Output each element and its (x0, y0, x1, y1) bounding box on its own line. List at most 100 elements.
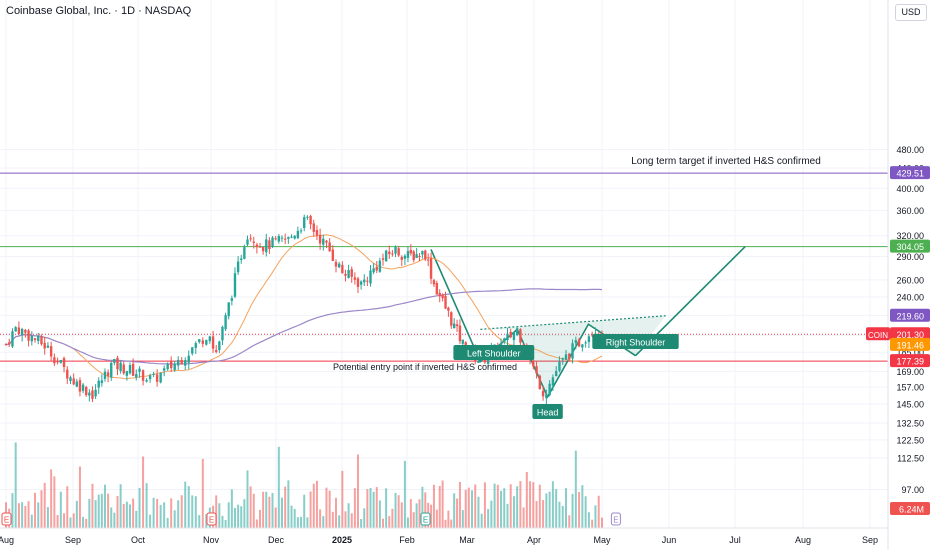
price-tick-label: 157.00 (896, 383, 924, 393)
volume-bar (66, 486, 69, 528)
volume-bar (103, 484, 106, 528)
volume-bar (450, 519, 453, 528)
volume-bar (542, 500, 545, 528)
candle-body (545, 394, 548, 399)
price-label-value: 304.05 (896, 242, 924, 252)
candle-body (438, 292, 441, 297)
candle-body (535, 366, 538, 374)
volume-bar (464, 489, 467, 528)
volume-bar (246, 470, 249, 528)
candle-body (128, 364, 132, 374)
volume-bar (406, 517, 409, 528)
candle-body (369, 270, 372, 284)
time-tick-label: Feb (399, 535, 415, 545)
candle-body (255, 244, 259, 248)
time-tick-label: Aug (795, 535, 811, 545)
volume-bar (53, 476, 56, 528)
volume-bar (72, 513, 75, 528)
volume-bar (163, 502, 166, 528)
volume-bar (34, 492, 37, 528)
volume-bar (444, 519, 447, 528)
volume-bar (198, 515, 201, 528)
candle-body (145, 380, 148, 382)
currency-button[interactable]: USD (895, 4, 927, 21)
volume-bar (441, 480, 444, 528)
volume-bar (249, 486, 252, 528)
candle-body (584, 342, 587, 344)
symbol-title: Coinbase Global, Inc. · 1D · NASDAQ (6, 5, 192, 17)
volume-bar (215, 495, 218, 528)
volume-bar (233, 507, 236, 528)
volume-bar (125, 501, 128, 528)
volume-bar (187, 486, 190, 528)
candle-body (432, 280, 436, 285)
volume-bar (312, 483, 315, 528)
earnings-badge (1, 512, 12, 526)
volume-bar (142, 456, 145, 528)
candle-body (548, 383, 551, 396)
candle-body (152, 373, 155, 375)
candle-body (246, 239, 249, 245)
volume-bar (555, 489, 558, 528)
earnings-badge (420, 512, 431, 526)
volume-bar (159, 504, 162, 528)
volume-bar (594, 505, 597, 528)
price-tick-label: 400.00 (896, 184, 924, 194)
volume-bar (173, 510, 176, 528)
time-tick-label: Aug (0, 535, 14, 545)
volume-bar (240, 506, 243, 528)
volume-bar (227, 502, 230, 528)
candle-body (194, 343, 197, 348)
price-label-value: 177.39 (896, 357, 924, 367)
candle-body (230, 298, 234, 301)
volume-bar (487, 509, 490, 528)
price-axis: 97.00 112.50 122.50 132.50 145.00 157.00 169.0… (866, 0, 932, 550)
volume-bar (338, 515, 341, 528)
candle-body (406, 251, 410, 258)
price-tick-label: 360.00 (896, 206, 924, 216)
volume-bar (287, 480, 290, 528)
candle-body (391, 253, 394, 255)
volume-bar (78, 466, 81, 528)
volume-bar (347, 503, 350, 528)
volume-bar (548, 491, 551, 528)
volume-bar (24, 505, 27, 528)
candle-body (88, 392, 91, 396)
moving-average-line (6, 288, 603, 365)
candle-body (306, 216, 309, 218)
volume-bar (496, 484, 499, 528)
candle-body (554, 371, 558, 377)
candle-body (296, 230, 300, 239)
candle-body (40, 336, 43, 345)
candle-body (24, 329, 27, 333)
volume-bar (56, 514, 59, 528)
candle-body (426, 259, 430, 261)
volume-bar (152, 497, 155, 528)
candle-body (350, 269, 353, 277)
volume-bar (506, 503, 509, 528)
candle-body (325, 240, 328, 243)
candle-body (452, 323, 456, 329)
volume-bar (578, 492, 581, 528)
price-label-badge (890, 327, 930, 341)
volume-bar (63, 513, 66, 528)
candle-body (378, 260, 382, 272)
chart-grid (0, 0, 888, 528)
volume-bar (268, 496, 271, 528)
volume-bar (100, 493, 103, 528)
volume-bar (129, 504, 132, 528)
candle-body (503, 338, 506, 342)
candle-body (353, 277, 357, 280)
volume-bar (296, 517, 299, 528)
candle-body (81, 384, 85, 391)
volume-bar (397, 495, 400, 528)
candle-body (359, 281, 363, 285)
volume-bar (46, 507, 49, 528)
candle-body (515, 328, 519, 336)
candle-body (20, 328, 24, 336)
time-tick-label: Dec (268, 535, 285, 545)
volume-bar (11, 493, 14, 528)
candle-body (421, 251, 424, 255)
